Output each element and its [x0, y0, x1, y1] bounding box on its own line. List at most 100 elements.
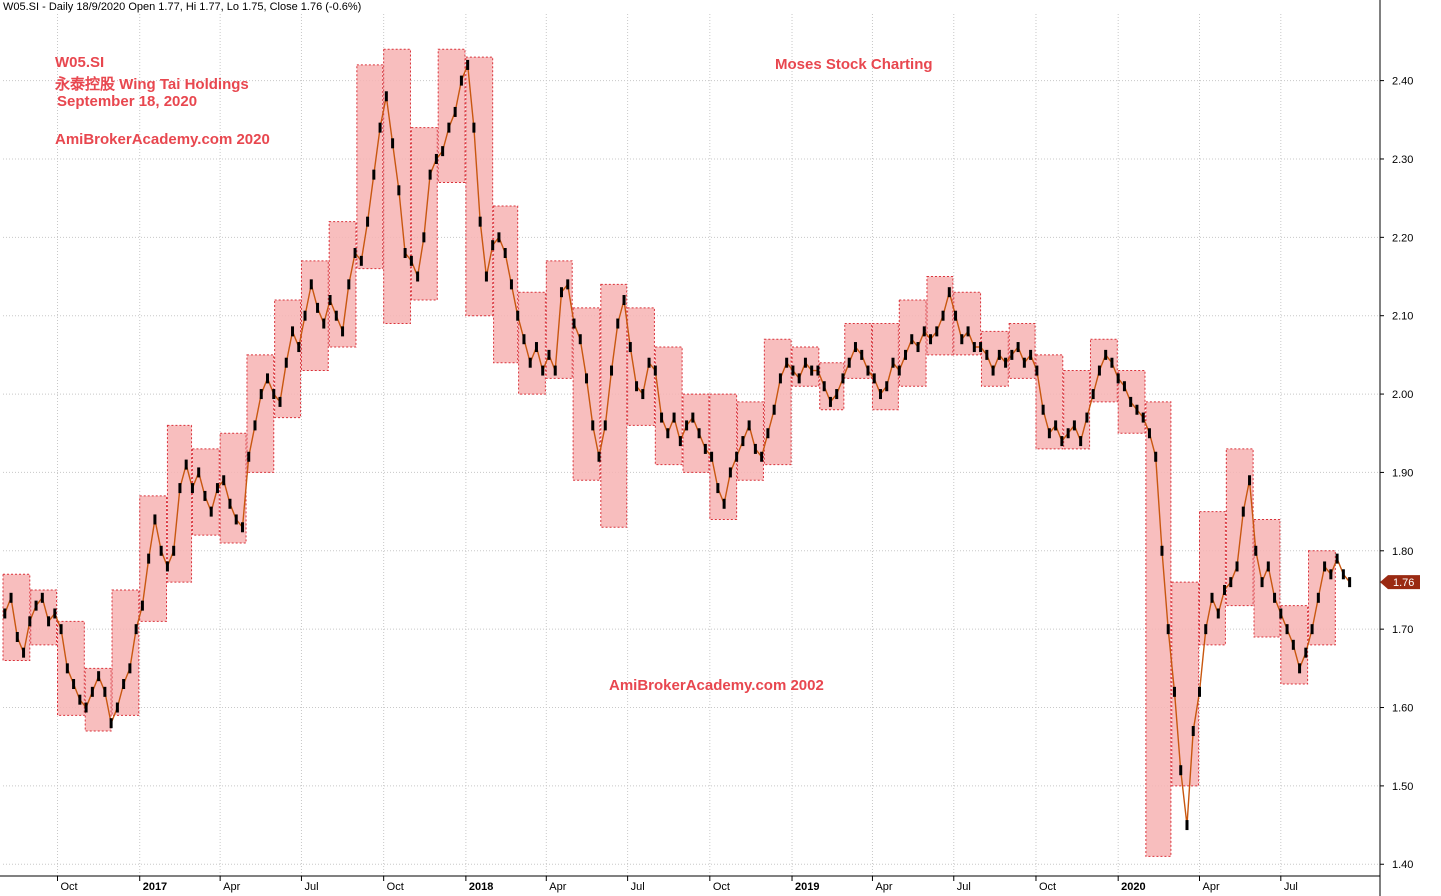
price-bar: [1172, 686, 1176, 697]
price-bar: [1341, 569, 1345, 580]
price-bar: [347, 279, 351, 290]
price-bar: [372, 169, 376, 180]
price-bar: [428, 169, 432, 180]
price-bar: [147, 553, 151, 564]
price-bar: [40, 592, 44, 603]
price-bar: [1223, 584, 1227, 595]
price-bar: [72, 679, 76, 690]
price-bar: [635, 381, 639, 392]
price-bar: [1216, 608, 1220, 619]
price-bar: [278, 396, 282, 407]
price-bar: [916, 342, 920, 353]
x-tick-label: Oct: [387, 881, 404, 893]
price-bar: [1122, 381, 1126, 392]
y-tick-label: 2.30: [1392, 154, 1413, 166]
price-bar: [516, 310, 520, 321]
price-bar: [90, 686, 94, 697]
price-bar: [253, 420, 257, 431]
y-tick-label: 2.10: [1392, 311, 1413, 323]
price-bar: [222, 475, 226, 486]
price-bar: [3, 608, 7, 619]
x-tick-label: Apr: [1202, 881, 1219, 893]
price-bar: [578, 334, 582, 345]
company-name-annotation: 永泰控股 Wing Tai Holdings: [55, 76, 249, 93]
price-bar: [866, 365, 870, 376]
monthly-range-box: [493, 205, 519, 364]
date-annotation: September 18, 2020: [57, 93, 198, 110]
monthly-range-box: [1198, 511, 1226, 646]
price-bar: [1110, 357, 1114, 368]
price-bar: [491, 240, 495, 251]
price-bar: [1116, 373, 1120, 384]
monthly-range-box: [682, 393, 710, 473]
price-bar: [860, 349, 864, 360]
price-bar: [1041, 404, 1045, 415]
price-bar: [997, 349, 1001, 360]
y-tick-label: 1.80: [1392, 546, 1413, 558]
price-bar: [1010, 349, 1014, 360]
price-bar: [1047, 428, 1051, 439]
price-bar: [409, 255, 413, 266]
price-bar: [178, 483, 182, 494]
price-bar: [503, 248, 507, 259]
price-bar: [528, 357, 532, 368]
price-bar: [572, 318, 576, 329]
price-bar: [1248, 475, 1252, 486]
price-bar: [478, 216, 482, 227]
price-bar: [397, 185, 401, 196]
price-bar: [165, 561, 169, 572]
price-bar: [509, 279, 513, 290]
price-bar: [722, 498, 726, 509]
x-tick-label: Oct: [1039, 881, 1056, 893]
price-bar: [1066, 428, 1070, 439]
price-bar: [797, 373, 801, 384]
price-bar: [84, 702, 88, 713]
price-bar: [1166, 624, 1170, 635]
price-bar: [447, 122, 451, 133]
price-bar: [109, 718, 113, 729]
price-bar: [947, 287, 951, 298]
price-bar: [1141, 412, 1145, 423]
price-bar: [591, 420, 595, 431]
y-tick-label: 2.40: [1392, 76, 1413, 88]
price-bar: [816, 365, 820, 376]
price-bar: [1310, 624, 1314, 635]
monthly-range-box: [139, 495, 168, 622]
price-bar: [972, 342, 976, 353]
price-bar: [678, 436, 682, 447]
price-bar: [1072, 420, 1076, 431]
monthly-range-boxes: [2, 48, 1336, 857]
price-bar: [791, 365, 795, 376]
price-bar: [741, 436, 745, 447]
price-bar: [466, 59, 470, 70]
price-bar: [622, 295, 626, 306]
price-bar: [197, 467, 201, 478]
website-annotation-top: AmiBrokerAcademy.com 2020: [55, 131, 270, 148]
price-bar: [1335, 553, 1339, 564]
last-close-label: 1.76: [1393, 577, 1414, 589]
price-bar: [341, 326, 345, 337]
y-tick-label: 1.40: [1392, 859, 1413, 871]
price-bar: [534, 342, 538, 353]
x-tick-label: Jul: [631, 881, 645, 893]
price-bar: [559, 287, 563, 298]
price-bar: [422, 232, 426, 243]
price-bar: [1029, 349, 1033, 360]
monthly-range-box: [1089, 338, 1118, 403]
x-tick-label: 2019: [795, 881, 819, 893]
price-bar: [716, 483, 720, 494]
x-tick-label: Oct: [713, 881, 730, 893]
price-bar: [1079, 436, 1083, 447]
price-bar: [566, 279, 570, 290]
y-tick-label: 1.70: [1392, 624, 1413, 636]
monthly-range-box: [356, 64, 384, 270]
price-bar: [115, 702, 119, 713]
price-bar: [1348, 577, 1352, 588]
price-bar: [1160, 545, 1164, 556]
price-bar: [1298, 663, 1302, 674]
y-axis-tick-labels: 1.40 1.50 1.60 1.70 1.80 1.90 2.00 2.10 2.20 2.30…: [1392, 76, 1413, 872]
price-bar: [553, 365, 557, 376]
monthly-range-box: [871, 323, 899, 411]
monthly-range-box: [572, 307, 601, 481]
